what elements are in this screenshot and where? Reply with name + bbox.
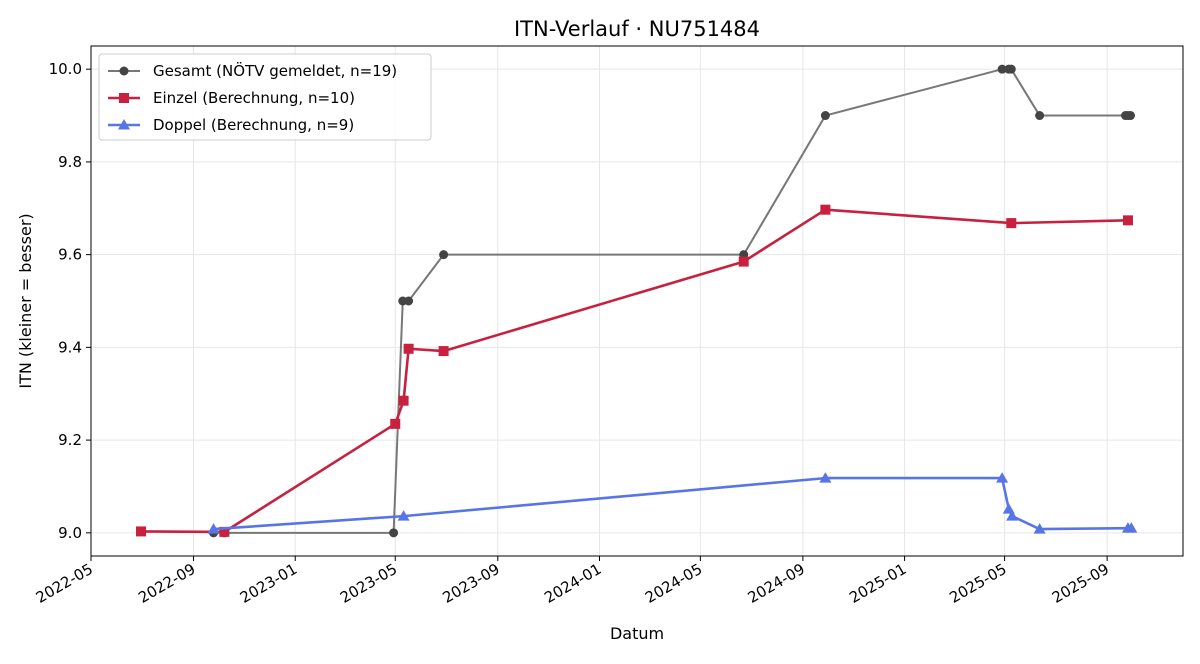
data-point [439,250,449,260]
data-point [404,296,414,306]
chart-title: ITN-Verlauf · NU751484 [514,17,760,41]
data-point [1125,111,1135,121]
legend-label: Gesamt (NÖTV gemeldet, n=19) [153,61,397,80]
y-tick-label: 9.6 [58,246,82,264]
series-layer [136,64,1138,538]
legend-entry: Doppel (Berechnung, n=9) [108,116,354,134]
axis-ticks: 2022-05 2022-09 2023-01 2023-05 2023-09 2024-… [33,60,1112,607]
data-point [820,111,830,121]
data-point [136,526,147,537]
data-point [1122,215,1133,226]
x-axis-title: Datum [610,624,664,643]
y-tick-label: 9.8 [58,153,82,171]
data-point [1033,523,1046,534]
data-point [1006,64,1016,74]
legend-label: Einzel (Berechnung, n=10) [153,89,355,107]
data-point [1035,111,1045,121]
data-point [389,528,399,538]
series-square-group [136,204,1133,537]
data-point [1006,218,1017,229]
data-point [219,526,230,537]
legend-marker [119,66,129,76]
x-tick-label: 2024-09 [745,560,808,607]
series-circle-group [209,64,1135,538]
legend-entry: Einzel (Berechnung, n=10) [108,89,355,107]
x-tick-label: 2023-01 [237,560,300,607]
y-tick-label: 10.0 [49,60,82,78]
y-tick-label: 9.2 [58,431,82,449]
data-point [997,64,1007,74]
data-point [438,346,449,357]
legend-box [98,53,432,141]
series-line [141,208,1129,534]
series-line [213,476,1132,531]
data-point [996,472,1009,483]
data-point [403,343,414,354]
data-point [397,510,410,521]
data-point [390,418,401,429]
x-tick-label: 2025-01 [846,560,909,607]
x-tick-label: 2025-09 [1049,560,1112,607]
legend-marker [119,93,129,103]
plot-frame [90,45,1184,557]
legend-marker [118,119,130,130]
data-point [820,204,831,215]
x-tick-label: 2024-01 [541,560,604,607]
y-axis-title: ITN (kleiner = besser) [16,213,35,388]
data-point [398,395,409,406]
series-triangle-group [207,472,1138,534]
data-point [738,256,749,267]
x-tick-label: 2025-05 [946,560,1009,607]
x-tick-label: 2023-09 [440,560,503,607]
y-tick-label: 9.0 [58,524,82,542]
data-point [207,523,220,534]
data-point [819,472,832,483]
data-point [1006,510,1019,521]
legend-label: Doppel (Berechnung, n=9) [153,116,354,134]
x-tick-label: 2022-09 [135,560,198,607]
x-tick-label: 2022-05 [33,560,96,607]
legend: Gesamt (NÖTV gemeldet, n=19) Einzel (Bere… [98,53,432,141]
legend-entry: Gesamt (NÖTV gemeldet, n=19) [108,61,397,80]
x-tick-label: 2023-05 [337,560,400,607]
x-tick-label: 2024-05 [642,560,705,607]
y-tick-label: 9.4 [58,338,82,356]
data-point [1125,522,1138,533]
